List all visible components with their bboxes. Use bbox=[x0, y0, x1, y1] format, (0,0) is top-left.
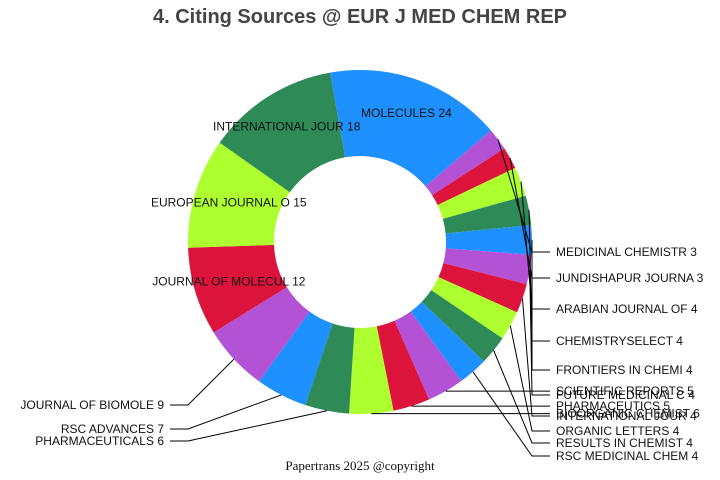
slice-label: RSC ADVANCES 7 bbox=[61, 422, 164, 436]
slice-label: MEDICINAL CHEMISTR 3 bbox=[556, 245, 697, 259]
leader-line bbox=[509, 325, 550, 432]
leader-line bbox=[170, 410, 327, 442]
leader-line bbox=[529, 269, 550, 396]
donut-slice bbox=[445, 225, 532, 255]
slice-label: PHARMACEUTICS 5 bbox=[556, 399, 670, 413]
slice-label: ARABIAN JOURNAL OF 4 bbox=[556, 302, 698, 316]
slice-label: PHARMACEUTICALS 6 bbox=[35, 434, 164, 448]
leader-line bbox=[531, 239, 550, 371]
slice-label: FUTURE MEDICINAL C 4 bbox=[556, 388, 695, 402]
slice-label: EUROPEAN JOURNAL O 15 bbox=[151, 196, 307, 210]
donut-slice bbox=[442, 195, 532, 234]
slice-label: MOLECULES 24 bbox=[361, 106, 452, 120]
slice-label: INTERNATIONAL JOUR 4 bbox=[556, 409, 697, 423]
donut-slice bbox=[188, 142, 290, 248]
donut-slice bbox=[443, 248, 532, 285]
leader-line bbox=[493, 350, 550, 444]
donut-slice bbox=[425, 130, 505, 196]
leader-line bbox=[472, 371, 550, 457]
slice-label: SCIENTIFIC REPORTS 5 bbox=[556, 384, 694, 398]
slice-label: BIOORGANIC CHEMIST 6 bbox=[556, 407, 700, 421]
donut-slice bbox=[305, 323, 355, 414]
slice-label: ORGANIC LETTERS 4 bbox=[556, 424, 680, 438]
slice-label: RESULTS IN CHEMIST 4 bbox=[556, 436, 693, 450]
slice-label: INTERNATIONAL JOUR 18 bbox=[213, 119, 361, 133]
copyright-footer: Papertrans 2025 @copyright bbox=[285, 458, 435, 473]
slice-label: JOURNAL OF MOLECUL 12 bbox=[152, 275, 305, 289]
slice-label: JUNDISHAPUR JOURNA 3 bbox=[556, 271, 704, 285]
donut-slice bbox=[432, 148, 516, 205]
donut-slice bbox=[431, 277, 517, 339]
slice-label: JOURNAL OF BIOMOLE 9 bbox=[20, 398, 164, 412]
slice-label: RSC MEDICINAL CHEM 4 bbox=[556, 449, 699, 463]
donut-slice bbox=[213, 287, 310, 382]
donut-slice bbox=[410, 301, 484, 382]
leader-line bbox=[170, 358, 235, 406]
leader-line bbox=[521, 298, 550, 417]
slice-label: CHEMISTRYSELECT 4 bbox=[556, 334, 683, 348]
leader-line bbox=[170, 394, 282, 430]
donut-slice bbox=[376, 320, 430, 411]
chart-title: 4. Citing Sources @ EUR J MED CHEM REP bbox=[152, 6, 567, 28]
labels-layer: MOLECULES 24 MEDICINAL CHEMISTR 3 JUNDISHA… bbox=[20, 106, 703, 463]
donut-slice bbox=[259, 311, 333, 406]
slice-label: FRONTIERS IN CHEMI 4 bbox=[556, 363, 693, 377]
donut-slice bbox=[349, 326, 394, 414]
donut-slice bbox=[219, 72, 346, 193]
donut-slice bbox=[421, 290, 503, 362]
donut-slice bbox=[330, 70, 491, 187]
donut-slice bbox=[188, 244, 287, 333]
donut-slice bbox=[438, 263, 527, 313]
donut-slice bbox=[394, 311, 462, 400]
donut-slice bbox=[437, 167, 526, 219]
